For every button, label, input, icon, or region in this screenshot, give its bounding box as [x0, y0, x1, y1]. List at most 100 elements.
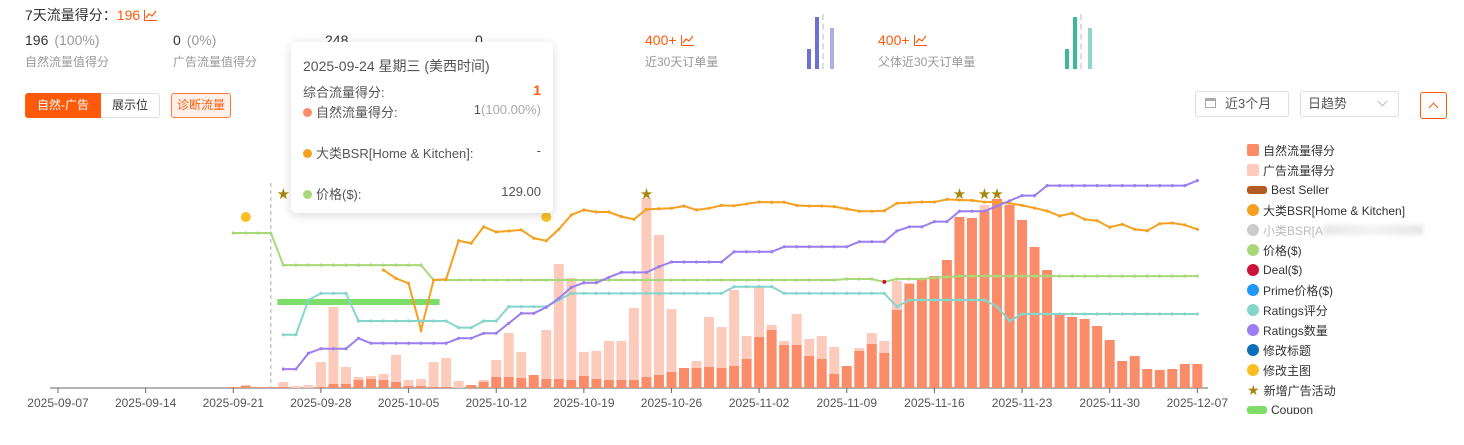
price-line-point — [732, 278, 736, 282]
legend-item[interactable]: 小类BSR[A — [1247, 220, 1462, 240]
legend-label: Ratings数量 — [1263, 323, 1328, 338]
x-tick-label: 2025-09-14 — [115, 396, 177, 410]
bsr-line-point — [1045, 209, 1049, 213]
rating-line-point — [757, 285, 761, 289]
rating-line-point — [294, 333, 298, 337]
ratings-count-line-point — [569, 285, 573, 289]
price-line-point — [1158, 274, 1162, 278]
bar-natural-score — [754, 337, 765, 388]
bar-natural-score — [691, 368, 702, 388]
bsr-line-point — [757, 200, 761, 204]
rating-line-point — [1070, 312, 1074, 316]
legend-item[interactable]: ★ 新增广告活动 — [1247, 380, 1462, 400]
legend-item[interactable]: Prime价格($) — [1247, 280, 1462, 300]
ratings-count-line-point — [319, 347, 323, 351]
mini-bar — [830, 28, 834, 69]
ratings-count-line-point — [1170, 184, 1174, 188]
ratings-count-line-point — [707, 260, 711, 264]
bar-natural-score — [1042, 270, 1053, 388]
price-line-point — [482, 278, 486, 282]
bar-natural-score — [228, 387, 239, 388]
tab-natural-ad[interactable]: 自然-广告 — [25, 93, 101, 118]
legend-item[interactable]: 自然流量得分 — [1247, 140, 1462, 160]
legend-item[interactable]: Deal($) — [1247, 260, 1462, 280]
mini-bar — [807, 49, 811, 69]
price-line — [233, 232, 1198, 283]
stat-label: 自然流量值得分 — [25, 55, 110, 69]
legend-item[interactable]: Best Seller — [1247, 180, 1462, 200]
ratings-count-line-point — [669, 260, 674, 264]
legend-item[interactable]: Ratings评分 — [1247, 300, 1462, 320]
x-tick-label: 2025-10-26 — [641, 396, 703, 410]
ratings-count-line-point — [945, 220, 949, 224]
ratings-count-line-point — [1058, 184, 1062, 188]
legend-item[interactable]: 修改标题 — [1247, 340, 1462, 360]
stat-value: 196 — [25, 32, 49, 48]
bsr-line-point — [669, 206, 674, 210]
bar-ad-score — [491, 360, 502, 377]
price-line-point — [957, 274, 962, 278]
price-dot-icon — [303, 190, 312, 199]
tooltip-price-label: 价格($): — [316, 187, 362, 202]
tab-placement[interactable]: 展示位 — [101, 93, 161, 118]
diagnose-traffic-button[interactable]: 诊断流量 — [171, 93, 232, 118]
bsr-line-point — [1032, 206, 1037, 210]
price-line-point — [306, 263, 310, 267]
ratings-count-line-point — [795, 245, 799, 249]
rating-line — [283, 285, 1198, 336]
bar-natural-score — [566, 380, 577, 388]
bar-ad-score — [416, 379, 427, 386]
legend-item[interactable]: Ratings数量 — [1247, 320, 1462, 340]
bar-natural-score — [1192, 364, 1203, 388]
trend-chart-icon[interactable] — [680, 35, 694, 46]
price-line-point — [406, 263, 411, 267]
price-line-point — [669, 278, 674, 282]
ratings-count-line-point — [331, 347, 336, 351]
granularity-select[interactable]: 日趋势 — [1300, 91, 1399, 117]
main-image-change-marker — [541, 212, 552, 222]
legend-label: 修改标题 — [1263, 343, 1312, 358]
legend-swatch-icon — [1247, 164, 1259, 176]
ratings-count-line — [283, 179, 1198, 371]
bsr-line-point — [770, 200, 774, 204]
rating-line-point — [394, 319, 398, 323]
trend-chart-icon[interactable] — [913, 35, 927, 46]
legend-item[interactable]: 价格($) — [1247, 240, 1462, 260]
rating-line-point — [569, 291, 573, 295]
legend-item[interactable]: Coupon — [1247, 400, 1462, 414]
trend-chart-icon[interactable] — [144, 10, 158, 21]
price-line-point — [256, 231, 260, 235]
legend-item[interactable]: 大类BSR[Home & Kitchen] — [1247, 200, 1462, 220]
price-line-point — [356, 263, 361, 267]
bsr-line-point — [632, 217, 636, 221]
price-line-point — [269, 231, 273, 235]
bar-ad-score — [754, 286, 765, 337]
bar-natural-score — [403, 386, 414, 388]
ratings-count-line-point — [957, 209, 962, 213]
price-line-point — [982, 274, 987, 278]
rating-line-point — [306, 298, 310, 302]
rating-line-point — [331, 291, 336, 295]
price-line-point — [707, 278, 711, 282]
ratings-count-line-point — [757, 250, 761, 254]
date-range-picker[interactable]: 近3个月 — [1195, 91, 1289, 117]
bar-natural-score — [916, 279, 927, 388]
chart-legend: 自然流量得分 广告流量得分 Best Seller 大类BSR[Home & Kitc… — [1247, 140, 1462, 414]
legend-item[interactable]: 广告流量得分 — [1247, 160, 1462, 180]
legend-swatch-icon — [1247, 264, 1259, 276]
rating-line-point — [907, 298, 911, 302]
rating-line-point — [1195, 312, 1199, 316]
price-line-point — [870, 277, 874, 281]
bar-natural-score — [1179, 364, 1190, 388]
x-tick-label: 2025-11-02 — [729, 396, 790, 410]
bar-natural-score — [416, 386, 427, 388]
bsr-line-point — [782, 200, 786, 204]
legend-item[interactable]: 修改主图 — [1247, 360, 1462, 380]
bar-ad-score — [704, 317, 715, 367]
bsr-line-point — [381, 268, 386, 272]
ratings-count-line-point — [544, 305, 548, 309]
ratings-count-line-point — [1070, 184, 1074, 188]
bar-ad-score — [691, 361, 702, 368]
collapse-button[interactable] — [1420, 92, 1447, 119]
